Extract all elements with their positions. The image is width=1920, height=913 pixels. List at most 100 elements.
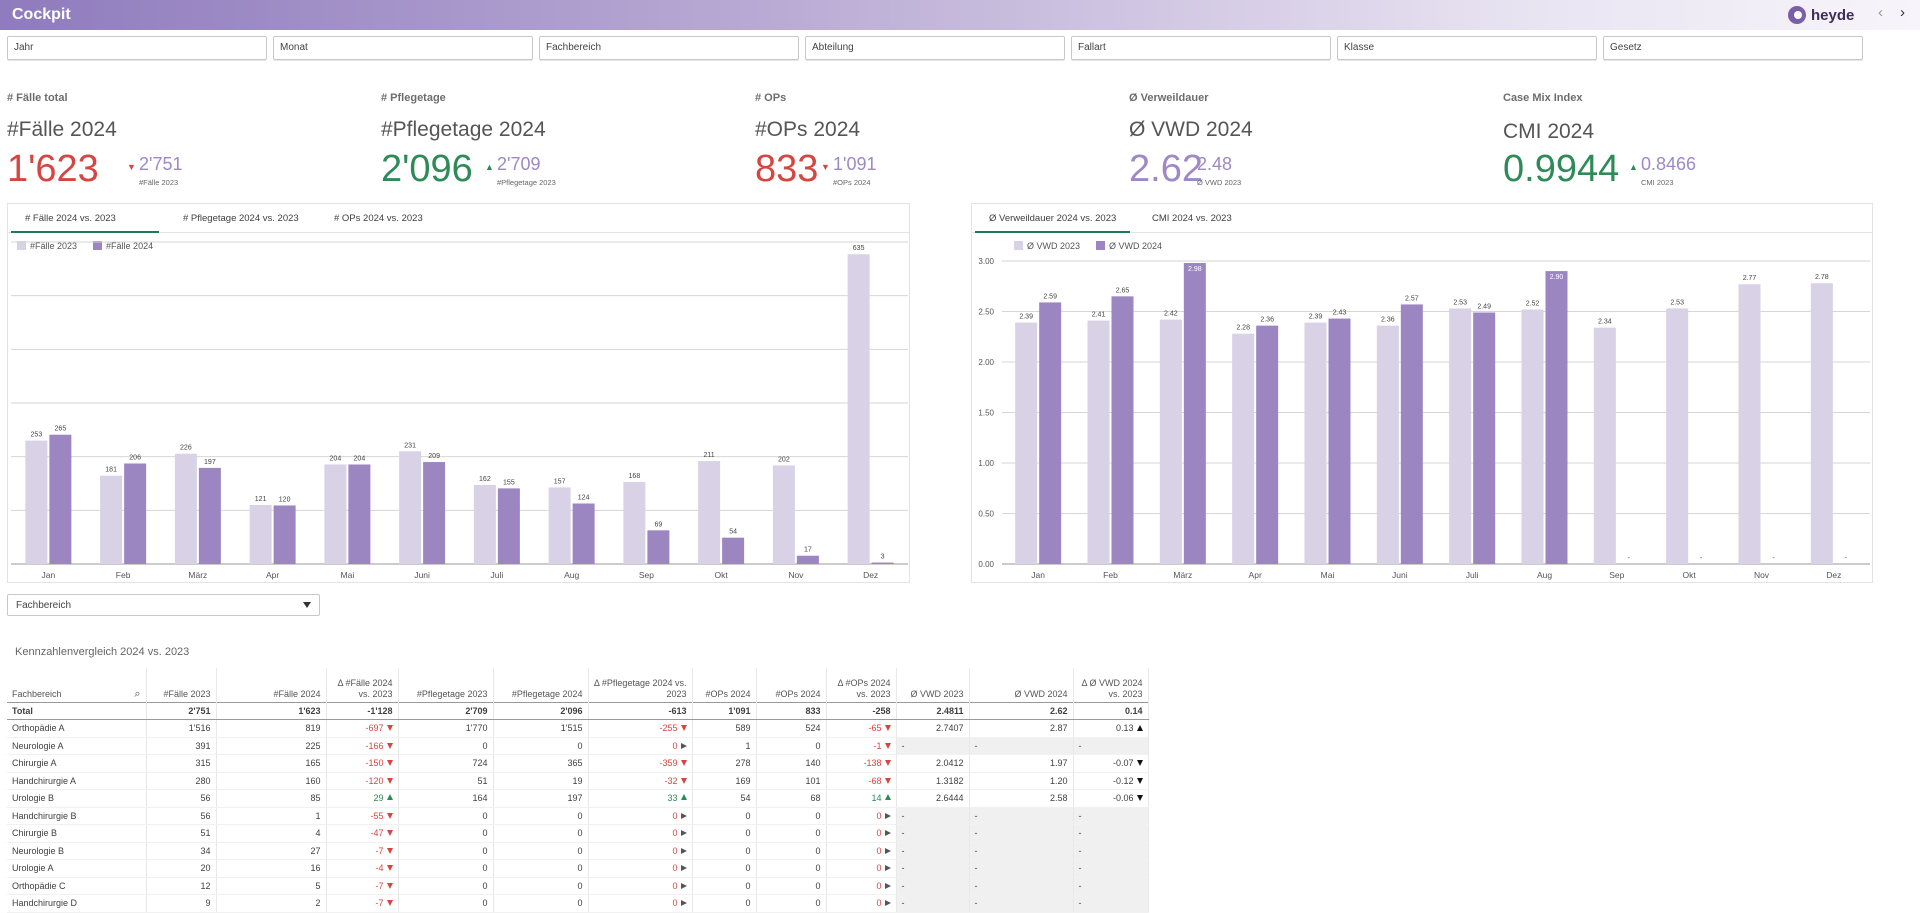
trend-down-icon [680, 760, 687, 767]
table-cell: Handchirurgie A [7, 772, 147, 790]
table-row[interactable]: Orthopädie A 1'516 819 -697 1'770 1'515 -255 58… [7, 719, 1149, 738]
bar-2023 [324, 464, 347, 564]
table-cell: 2.0412 [896, 754, 970, 773]
table-row[interactable]: Chirurgie B 51 4 -47 0 0 0 0 0 0- - - [7, 824, 1149, 843]
table-cell: 0 [692, 859, 757, 878]
table-cell: 29 [326, 789, 399, 808]
column-header[interactable]: #OPs 2024 [692, 668, 757, 702]
table-cell: 165 [216, 754, 327, 773]
table-cell: 1 [216, 807, 327, 825]
column-header[interactable]: #Fälle 2023 [146, 668, 217, 702]
table-cell: -1 [826, 737, 897, 755]
table-cell: 0 [692, 807, 757, 825]
bar-2023 [548, 487, 571, 564]
column-header[interactable]: Δ #Pflegetage 2024 vs. 2023 [588, 668, 693, 702]
table-total-row[interactable]: Total 2'751 1'623 -1'128 2'709 2'096 -613 1'091… [7, 701, 1149, 720]
filter-gesetz[interactable]: Gesetz [1603, 36, 1863, 60]
filter-fallart[interactable]: Fallart [1071, 36, 1331, 60]
kpi-subtitle: #Pflegetage 2024 [381, 118, 546, 141]
column-header[interactable]: #Fälle 2024 [216, 668, 327, 702]
trend-neutral-icon [680, 830, 687, 837]
trend-down-icon: ▼ [127, 162, 136, 172]
column-header[interactable]: #Pflegetage 2024 [493, 668, 589, 702]
nav-forward-button[interactable]: › [1900, 4, 1905, 21]
chevron-down-icon [303, 602, 311, 608]
data-label: 211 [704, 452, 715, 459]
filter-jahr[interactable]: Jahr [7, 36, 267, 60]
table-row[interactable]: Orthopädie C 12 5 -7 0 0 0 0 0 0- - - [7, 877, 1149, 895]
tab-ops[interactable]: # OPs 2024 vs. 2023 [334, 213, 423, 224]
bar-2024 [348, 464, 371, 564]
filter-klasse[interactable]: Klasse [1337, 36, 1597, 60]
nav-back-button[interactable]: ‹ [1878, 4, 1883, 21]
data-label: 2.52 [1526, 300, 1540, 307]
table-row[interactable]: Handchirurgie A 280 160 -120 51 19 -32 169 101 -6… [7, 772, 1149, 790]
bar-2023 [1449, 308, 1472, 564]
bar-2024 [124, 463, 147, 564]
bar-2023 [1738, 284, 1761, 564]
bar-2023 [772, 465, 795, 564]
table-row[interactable]: Urologie B 56 85 29 164 197 33 54 68 14 2.6444 2.58… [7, 789, 1149, 808]
column-header[interactable]: #Pflegetage 2023 [398, 668, 494, 702]
column-header[interactable]: Δ Ø VWD 2024 vs. 2023 [1073, 668, 1149, 702]
tab-faelle[interactable]: # Fälle 2024 vs. 2023 [11, 204, 159, 233]
column-header[interactable]: #OPs 2024 [756, 668, 827, 702]
tab-pflegetage[interactable]: # Pflegetage 2024 vs. 2023 [183, 213, 299, 224]
kpi-caption: Ø Verweildauer [1129, 92, 1209, 104]
trend-down-icon [884, 760, 891, 767]
column-header[interactable]: Ø VWD 2024 [969, 668, 1074, 702]
filter-abteilung[interactable]: Abteilung [805, 36, 1065, 60]
filter-monat[interactable]: Monat [273, 36, 533, 60]
kpi-compare-label: CMI 2023 [1641, 178, 1674, 187]
table-cell: 0 [398, 824, 494, 843]
x-tick-label: Aug [1537, 570, 1552, 580]
table-row[interactable]: Handchirurgie B 56 1 -55 0 0 0 0 0 0- - - [7, 807, 1149, 825]
column-header-label: Δ #OPs 2024 vs. 2023 [837, 677, 891, 699]
data-label: 121 [255, 496, 267, 503]
table-cell: -0.12 [1073, 772, 1149, 790]
x-tick-label: Okt [1683, 570, 1697, 580]
fachbereich-dropdown[interactable]: Fachbereich [7, 594, 320, 616]
trend-down-icon [680, 725, 687, 732]
table-cell: -55 [326, 807, 399, 825]
data-label: 2.28 [1236, 325, 1250, 332]
table-cell: -0.07 [1073, 754, 1149, 773]
table-cell: 85 [216, 789, 327, 808]
tab-cmi[interactable]: CMI 2024 vs. 2023 [1152, 213, 1232, 224]
table-cell: -255 [588, 719, 693, 738]
data-label: 2.41 [1092, 312, 1106, 319]
table-cell: 391 [146, 737, 217, 755]
column-header[interactable]: Δ #OPs 2024 vs. 2023 [826, 668, 897, 702]
table-row[interactable]: Handchirurgie D 9 2 -7 0 0 0 0 0 0- - - [7, 894, 1149, 913]
data-label: 54 [729, 529, 737, 536]
table-row[interactable]: Neurologie B 34 27 -7 0 0 0 0 0 0- - - [7, 842, 1149, 860]
tab-verweildauer[interactable]: Ø Verweildauer 2024 vs. 2023 [975, 204, 1130, 233]
bar-2023 [1304, 322, 1327, 564]
y-tick-label: 2.50 [978, 308, 994, 317]
table-row[interactable]: Chirurgie A 315 165 -150 724 365 -359 278 140 -13… [7, 754, 1149, 773]
logo-text: heyde [1811, 6, 1855, 24]
table-row[interactable]: Urologie A 20 16 -4 0 0 0 0 0 0- - - [7, 859, 1149, 878]
table-cell: 2.4811 [896, 701, 970, 720]
trend-up-icon [680, 794, 687, 801]
vwd-bar-chart: 0.00 0.50 1.00 1.50 2.00 2.50 3.00 2.39 2.59 Jan 2… [978, 257, 1870, 580]
table-cell: -0.06 [1073, 789, 1149, 808]
table-row[interactable]: Neurologie A 391 225 -166 0 0 0 1 0 -1- - - [7, 737, 1149, 755]
bar-2024 [1328, 318, 1351, 564]
table-cell: 0 [493, 842, 589, 860]
column-header[interactable]: Ø VWD 2023 [896, 668, 970, 702]
table-cell: - [1073, 859, 1149, 878]
column-header[interactable]: Fachbereich ⌕ [7, 668, 147, 702]
filter-fachbereich[interactable]: Fachbereich [539, 36, 799, 60]
trend-up-icon [386, 794, 393, 801]
search-icon[interactable]: ⌕ [134, 687, 141, 700]
column-header[interactable]: Δ #Fälle 2024 vs. 2023 [326, 668, 399, 702]
x-tick-label: Apr [1249, 570, 1262, 580]
table-cell: 0 [493, 859, 589, 878]
table-cell: -47 [326, 824, 399, 843]
bar-2024 [647, 530, 670, 564]
x-tick-label: Juli [490, 570, 503, 580]
x-tick-label: Mai [341, 570, 355, 580]
table-cell: 20 [146, 859, 217, 878]
table-cell: 160 [216, 772, 327, 790]
